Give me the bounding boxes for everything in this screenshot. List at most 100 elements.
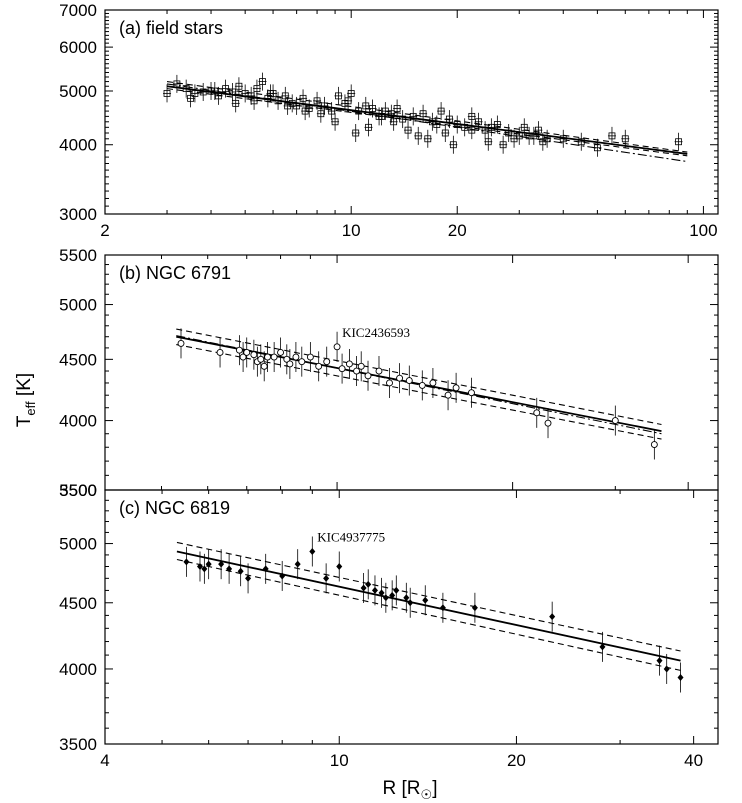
data-point [407,587,414,618]
fit-line-dashed [166,81,688,153]
data-point [264,342,272,373]
data-point [364,118,373,137]
y-tick-label: 4000 [59,136,97,155]
data-point [484,132,493,151]
data-point [299,89,308,108]
data-point [393,99,402,118]
data-point [382,582,389,613]
data-point [313,91,322,110]
data-point [239,342,247,373]
data-point [593,138,602,157]
data-point [258,72,267,91]
data-point [218,549,225,580]
data-point [368,99,377,118]
x-tick-label: 40 [684,751,703,770]
data-point [205,549,212,580]
data-point [621,129,630,148]
data-point [607,126,616,145]
data-point [177,328,185,359]
data-point [345,348,353,379]
data-point [199,82,208,101]
data-point [371,575,378,606]
data-point [396,363,404,394]
y-tick-label: 4500 [59,350,97,369]
data-point [334,86,343,105]
data-point [320,96,329,115]
fit-line-dash-dot [176,550,681,662]
data-point [221,79,230,98]
x-tick-label: 4 [100,751,109,770]
data-point [577,132,586,151]
data-point [292,96,301,115]
data-point [663,653,670,684]
data-point [510,129,519,148]
data-point [432,115,441,134]
data-point [309,536,316,567]
point-annotation: KIC2436593 [342,325,410,340]
data-point [533,397,541,428]
panel-title: (a) field stars [119,18,223,38]
fit-line-dashed [176,343,662,440]
data-point [504,123,513,142]
data-point [599,631,606,662]
data-point [196,551,203,582]
data-point [237,556,244,587]
data-point [499,135,508,154]
y-tick-label: 5000 [59,82,97,101]
data-point [549,601,556,632]
data-point [444,380,452,411]
data-point [323,346,331,377]
data-point [262,553,269,584]
data-point [183,546,190,577]
data-point [398,110,407,129]
data-point [186,89,195,108]
data-point [182,79,191,98]
data-point [449,135,458,154]
data-point [163,84,172,103]
data-point [277,337,285,368]
panel-a: 3000 4000 5000 6000 7000 2 10 20 100 (a) field st… [59,1,719,240]
y-tick-label: 5000 [59,535,97,554]
y-tick-label: 6000 [59,38,97,57]
y-tick-label: 5500 [59,246,97,265]
data-point [375,356,383,387]
data-point [439,592,446,623]
data-point [414,126,423,145]
data-point [418,370,426,401]
data-point [468,377,475,408]
data-point [493,115,502,134]
data-point [286,348,294,379]
data-point [365,569,372,600]
fit-line-dashed [176,328,662,426]
y-tick-label: 4500 [59,594,97,613]
data-point [283,344,291,375]
data-point [260,351,268,382]
data-point [283,96,292,115]
data-point [228,82,237,101]
data-point [306,342,314,373]
plot-frame [104,254,719,491]
data-point [467,121,476,140]
data-point [393,575,400,606]
data-point [611,405,619,436]
data-point [338,353,346,384]
point-annotation: KIC4937775 [317,529,385,544]
data-point [529,126,538,145]
data-point [429,367,437,398]
x-tick-label: 100 [689,221,717,240]
data-point [336,551,343,582]
fit-line-dashed [176,541,681,652]
y-tick-label: 5500 [59,481,97,500]
data-point [270,342,278,373]
data-point [441,123,450,142]
data-point [404,121,413,140]
fit-line-dash-dot [176,335,662,435]
data-point [226,553,233,584]
data-point [405,365,413,396]
data-point [301,102,310,121]
data-point [252,79,261,98]
data-point [544,408,552,439]
y-tick-label: 4000 [59,412,97,431]
data-point [344,91,353,110]
data-point [656,645,663,676]
